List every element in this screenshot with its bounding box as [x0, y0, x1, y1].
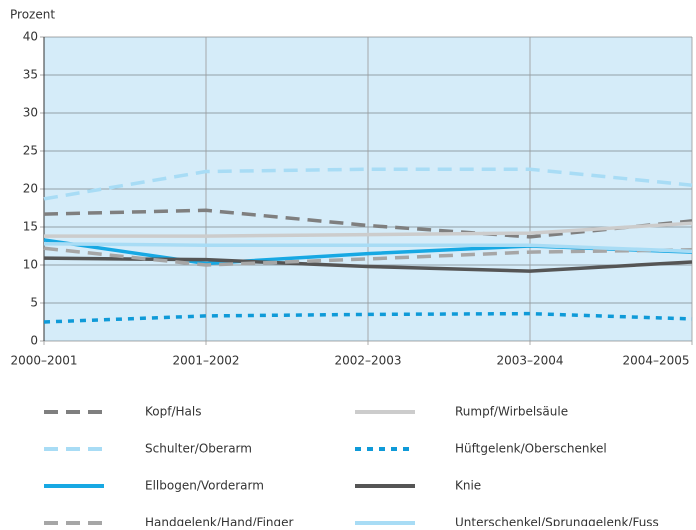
y-tick-label: 40	[23, 30, 38, 44]
legend-label: Rumpf/Wirbelsäule	[455, 405, 568, 419]
series-line	[43, 311, 693, 324]
x-tick-label: 2000–2001	[10, 354, 77, 368]
x-tick-label: 2004–2005	[622, 354, 689, 368]
y-tick-label: 10	[23, 258, 38, 272]
y-tick-label: 5	[30, 296, 38, 310]
legend-label: Knie	[455, 479, 481, 493]
x-tick-label: 2001–2002	[172, 354, 239, 368]
y-tick-label: 35	[23, 68, 38, 82]
legend-label: Unterschenkel/Sprunggelenk/Fuss	[455, 516, 659, 527]
series-line	[43, 246, 693, 267]
legend-label: Ellbogen/Vorderarm	[145, 479, 264, 493]
y-tick-label: 0	[30, 334, 38, 348]
x-tick-label: 2002–2003	[334, 354, 401, 368]
y-tick-label: 20	[23, 182, 38, 196]
y-tick-label: 25	[23, 144, 38, 158]
y-tick-label: 15	[23, 220, 38, 234]
legend-label: Schulter/Oberarm	[145, 442, 252, 456]
y-tick-label: 30	[23, 106, 38, 120]
series-line	[43, 256, 693, 273]
legend-label: Handgelenk/Hand/Finger	[145, 516, 294, 527]
series-line	[43, 241, 693, 254]
x-tick-label: 2003–2004	[496, 354, 563, 368]
legend-label: Hüftgelenk/Oberschenkel	[455, 442, 607, 456]
series-line	[43, 208, 693, 239]
legend-label: Kopf/Hals	[145, 405, 201, 419]
y-axis-label: Prozent	[10, 8, 55, 22]
series-line	[44, 221, 693, 238]
